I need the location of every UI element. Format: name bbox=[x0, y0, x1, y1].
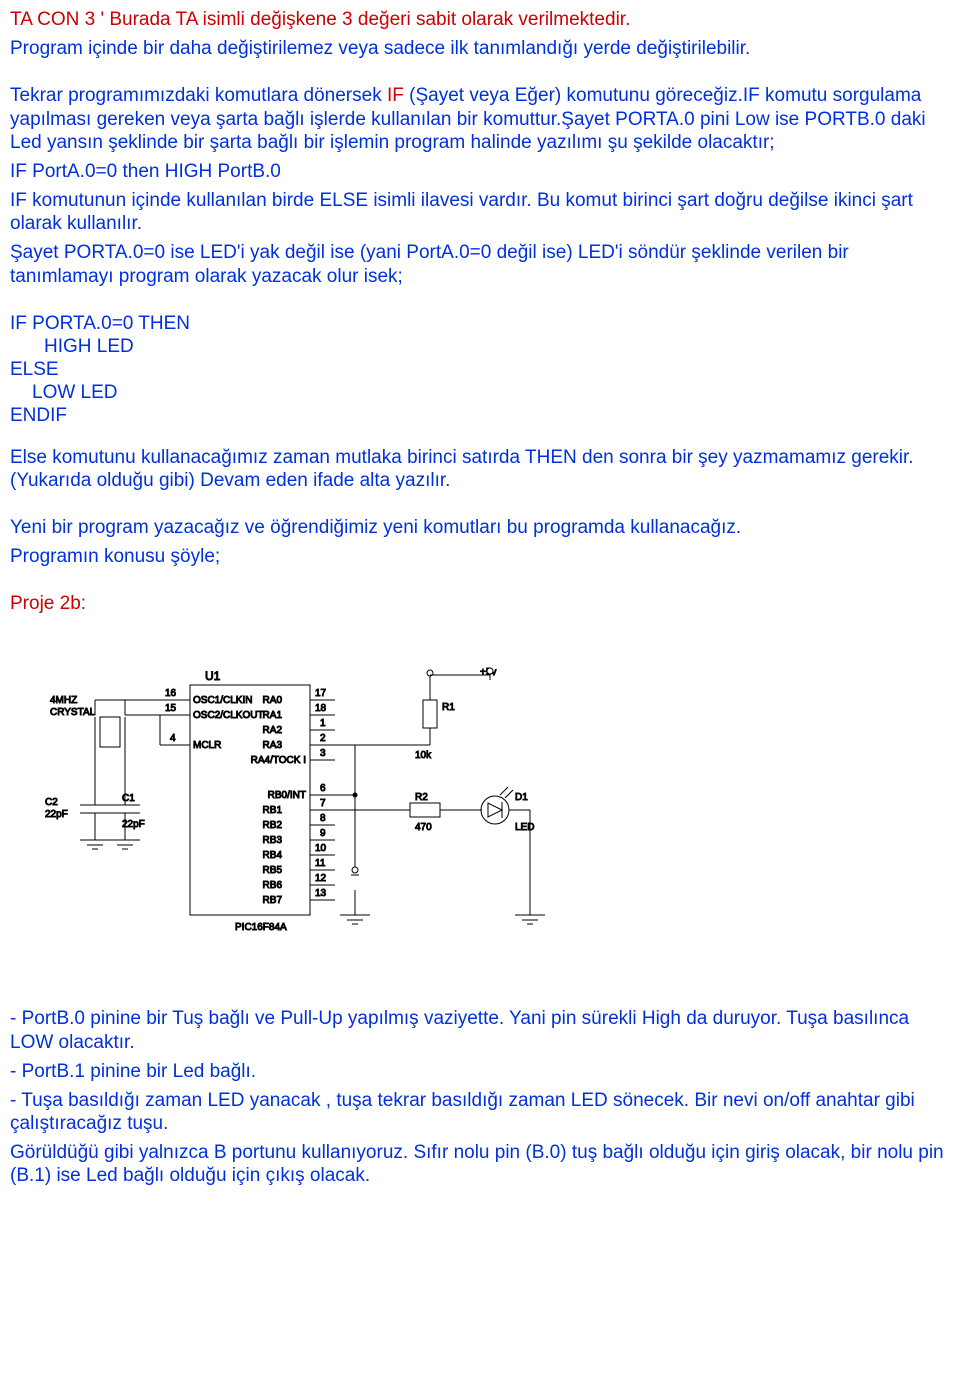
para-5d: Görüldüğü gibi yalnızca B portunu kullan… bbox=[10, 1141, 950, 1187]
svg-text:13: 13 bbox=[315, 888, 327, 899]
para-3: Else komutunu kullanacağımız zaman mutla… bbox=[10, 446, 950, 492]
svg-text:C2: C2 bbox=[45, 797, 58, 808]
para-2: Tekrar programımızdaki komutlara dönerse… bbox=[10, 84, 950, 154]
svg-text:470: 470 bbox=[415, 822, 432, 833]
para-2b: (Şayet veya Eğer) komutunu göreceğiz. bbox=[404, 85, 743, 106]
svg-text:RB1: RB1 bbox=[263, 805, 283, 816]
svg-text:3: 3 bbox=[320, 748, 326, 759]
para-4a: Yeni bir program yazacağız ve öğrendiğim… bbox=[10, 516, 950, 539]
svg-text:15: 15 bbox=[165, 703, 177, 714]
svg-text:22pF: 22pF bbox=[45, 809, 68, 820]
code-line-1: IF PORTA.0=0 THEN bbox=[10, 312, 950, 335]
svg-text:RA1: RA1 bbox=[263, 710, 283, 721]
svg-text:U1: U1 bbox=[205, 669, 221, 683]
svg-text:6: 6 bbox=[320, 783, 326, 794]
svg-text:D1: D1 bbox=[515, 792, 528, 803]
para-2f: IF komutunun içinde kullanılan birde ELS… bbox=[10, 189, 950, 235]
svg-text:7: 7 bbox=[320, 798, 326, 809]
para-2a: Tekrar programımızdaki komutlara dönerse… bbox=[10, 85, 387, 106]
svg-text:RB4: RB4 bbox=[263, 850, 283, 861]
para-5a: - PortB.0 pinine bir Tuş bağlı ve Pull-U… bbox=[10, 1007, 950, 1053]
para-1b: Program içinde bir daha değiştirilemez v… bbox=[10, 37, 950, 60]
svg-text:4: 4 bbox=[170, 733, 176, 744]
svg-text:R1: R1 bbox=[442, 702, 455, 713]
para-1a: TA CON 3 ' Burada TA isimli değişkene 3 … bbox=[10, 8, 950, 31]
svg-text:MCLR: MCLR bbox=[193, 740, 221, 751]
svg-text:OSC1/CLKIN: OSC1/CLKIN bbox=[193, 695, 252, 706]
svg-text:17: 17 bbox=[315, 688, 327, 699]
project-title: Proje 2b: bbox=[10, 592, 950, 615]
svg-text:2: 2 bbox=[320, 733, 326, 744]
schematic-diagram: U1 OSC1/CLKIN OSC2/CLKOUT MCLR 16 15 4 R… bbox=[10, 655, 570, 975]
svg-text:R2: R2 bbox=[415, 792, 428, 803]
svg-text:11: 11 bbox=[315, 858, 326, 869]
svg-text:RA3: RA3 bbox=[263, 740, 283, 751]
svg-text:12: 12 bbox=[315, 873, 327, 884]
para-2g: Şayet PORTA.0=0 ise LED'i yak değil ise … bbox=[10, 241, 950, 287]
svg-text:RB3: RB3 bbox=[263, 835, 283, 846]
svg-text:C1: C1 bbox=[122, 793, 135, 804]
svg-text:RA4/TOCK I: RA4/TOCK I bbox=[251, 755, 306, 766]
line-ta-con: TA CON 3 ' Burada TA isimli değişkene 3 … bbox=[10, 9, 630, 30]
svg-text:4MHZ: 4MHZ bbox=[50, 695, 77, 706]
svg-text:PIC16F84A: PIC16F84A bbox=[235, 922, 287, 933]
if-keyword: IF bbox=[387, 85, 404, 106]
svg-text:RB0/INT: RB0/INT bbox=[268, 790, 306, 801]
svg-text:18: 18 bbox=[315, 703, 327, 714]
svg-text:RB2: RB2 bbox=[263, 820, 283, 831]
svg-text:RB6: RB6 bbox=[263, 880, 283, 891]
svg-text:RB5: RB5 bbox=[263, 865, 283, 876]
svg-text:10: 10 bbox=[315, 843, 327, 854]
svg-text:9: 9 bbox=[320, 828, 326, 839]
para-5b: - PortB.1 pinine bir Led bağlı. bbox=[10, 1060, 950, 1083]
svg-text:22pF: 22pF bbox=[122, 819, 145, 830]
code-line-2: HIGH LED bbox=[10, 335, 950, 358]
svg-text:RA0: RA0 bbox=[263, 695, 283, 706]
code-line-5: ENDIF bbox=[10, 404, 950, 427]
svg-text:10k: 10k bbox=[415, 750, 432, 761]
svg-text:CRYSTAL: CRYSTAL bbox=[50, 707, 96, 718]
code-line-3: ELSE bbox=[10, 358, 950, 381]
svg-text:8: 8 bbox=[320, 813, 326, 824]
svg-text:1: 1 bbox=[320, 718, 326, 729]
svg-text:LED: LED bbox=[515, 822, 534, 833]
svg-text:OSC2/CLKOUT: OSC2/CLKOUT bbox=[193, 710, 264, 721]
para-5c: - Tuşa basıldığı zaman LED yanacak , tuş… bbox=[10, 1089, 950, 1135]
svg-text:RB7: RB7 bbox=[263, 895, 283, 906]
svg-text:RA2: RA2 bbox=[263, 725, 283, 736]
para-2e: IF PortA.0=0 then HIGH PortB.0 bbox=[10, 160, 950, 183]
para-4b: Programın konusu şöyle; bbox=[10, 545, 950, 568]
svg-text:16: 16 bbox=[165, 688, 177, 699]
code-line-4: LOW LED bbox=[10, 381, 950, 404]
